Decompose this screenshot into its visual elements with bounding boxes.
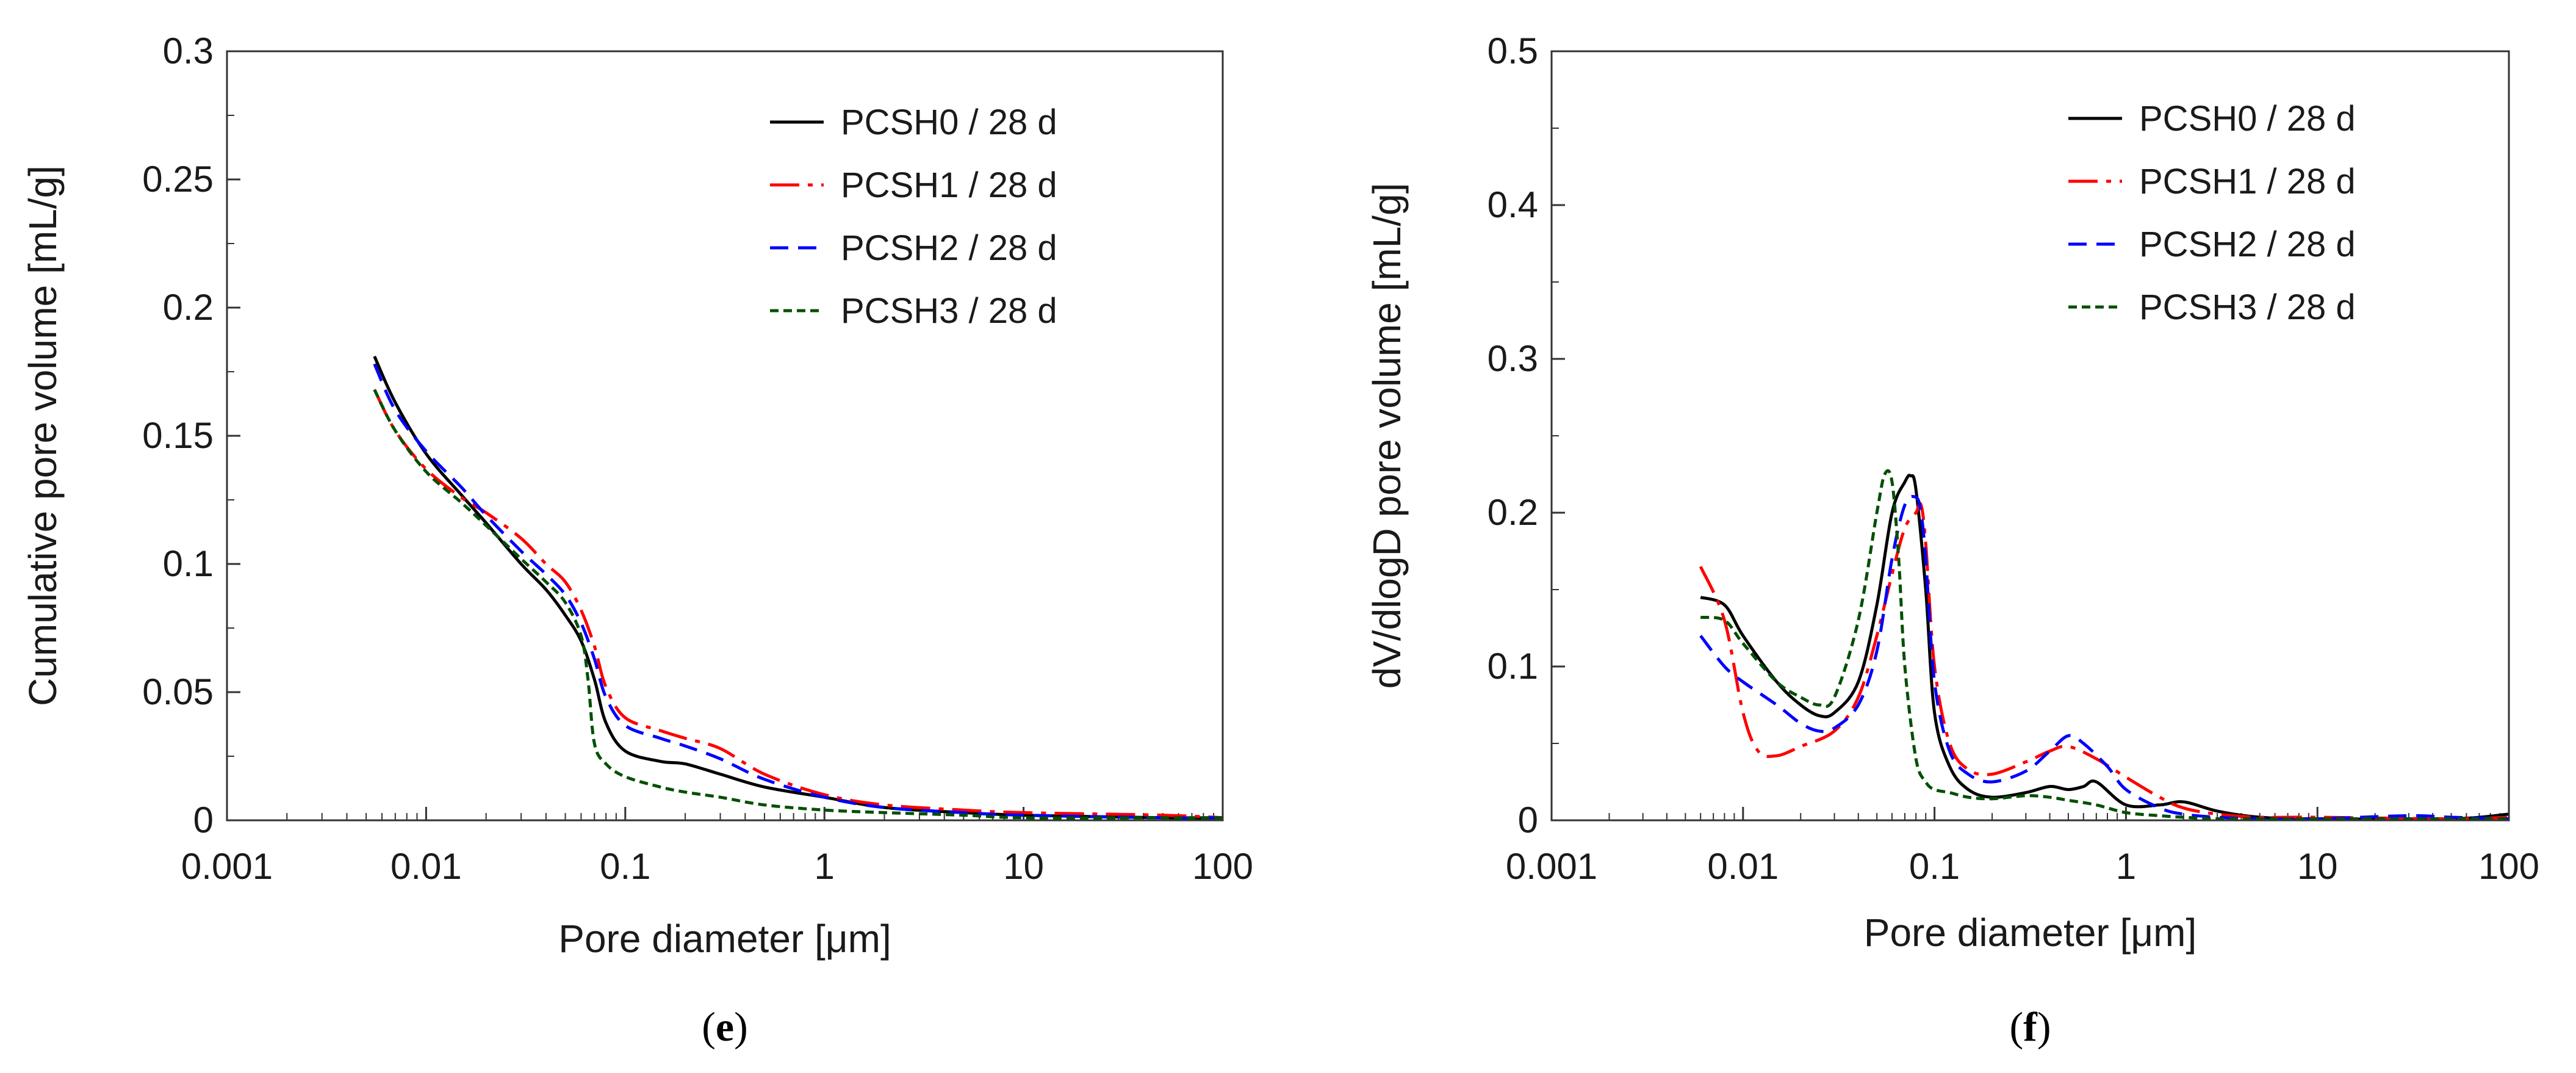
panel-e-series xyxy=(373,355,1223,820)
panel-e-y-tick-label: 0 xyxy=(193,800,214,840)
panel-f-x-tick-label: 10 xyxy=(2297,846,2338,887)
panel-e-x-tick-label: 0.1 xyxy=(600,846,650,887)
panel-e-ticks xyxy=(226,50,1224,822)
panel-e-tick-labels: 0.001 0.01 0.1 1 10 100 0 0.05 0.1 0.15 0.2 0.25 0.3 xyxy=(142,31,1253,887)
panel-e-x-tick-label: 1 xyxy=(815,846,835,887)
panel-e-x-axis-title: Pore diameter [μm] xyxy=(558,917,891,961)
panel-f-y-tick-label: 0 xyxy=(1518,800,1538,840)
panel-f-tick-labels: 0.001 0.01 0.1 1 10 100 0 0.1 0.2 0.3 0.4 0.5 xyxy=(1488,31,2539,887)
panel-f-series xyxy=(1699,469,2509,821)
panel-e-x-tick-label: 100 xyxy=(1192,846,1253,887)
panel-e-x-tick-label: 0.001 xyxy=(181,846,273,887)
panel-e-x-tick-label: 0.01 xyxy=(390,846,462,887)
panel-f-caption: (f) xyxy=(2010,1003,2051,1050)
panel-f-x-tick-label: 0.1 xyxy=(1909,846,1960,887)
panel-f-y-tick-label: 0.1 xyxy=(1488,646,1538,687)
panel-e-y-tick-label: 0.05 xyxy=(142,671,214,712)
panel-f-legend-label-2: PCSH2 / 28 d xyxy=(2139,225,2356,264)
panel-e-series-line-3 xyxy=(373,389,1223,820)
panel-f-legend-label-3: PCSH3 / 28 d xyxy=(2139,287,2356,327)
panel-f-y-tick-label: 0.5 xyxy=(1488,31,1538,71)
panel-f-x-tick-label: 0.001 xyxy=(1506,846,1597,887)
panel-e-y-tick-label: 0.15 xyxy=(142,415,214,456)
panel-f-plot-frame xyxy=(1550,50,2510,822)
panel-e-legend-label-1: PCSH1 / 28 d xyxy=(841,165,1057,205)
panel-f-series-line-3 xyxy=(1700,469,2509,821)
panel-f-ticks xyxy=(1550,50,2510,822)
chart-panel-f: 0.001 0.01 0.1 1 10 100 0 0.1 0.2 0.3 0.4 0.5 PCSH0… xyxy=(1365,31,2539,1050)
panel-e-y-tick-label: 0.25 xyxy=(142,159,214,200)
panel-e-y-tick-label: 0.2 xyxy=(163,287,214,328)
panel-e-plot-frame xyxy=(226,50,1224,822)
panel-f-x-axis-title: Pore diameter [μm] xyxy=(1864,911,2197,955)
panel-e-y-tick-label: 0.3 xyxy=(163,31,214,71)
panel-e-y-axis-title: Cumulative pore volume [mL/g] xyxy=(21,165,65,706)
panel-f-x-tick-label: 0.01 xyxy=(1707,846,1779,887)
panel-f-x-tick-label: 1 xyxy=(2116,846,2136,887)
chart-panel-e: 0.001 0.01 0.1 1 10 100 0 0.05 0.1 0.15 0.2 0.25 0.3… xyxy=(21,31,1253,1050)
panel-e-legend: PCSH0 / 28 d PCSH1 / 28 d PCSH2 / 28 d PCSH… xyxy=(770,103,1057,331)
panel-f-legend: PCSH0 / 28 d PCSH1 / 28 d PCSH2 / 28 d PCSH… xyxy=(2068,99,2356,327)
panel-e-legend-label-3: PCSH3 / 28 d xyxy=(841,291,1057,331)
panel-f-y-tick-label: 0.3 xyxy=(1488,338,1538,379)
panel-f-legend-label-1: PCSH1 / 28 d xyxy=(2139,162,2356,201)
panel-f-series-line-2 xyxy=(1699,494,2509,821)
panel-e-caption: (e) xyxy=(702,1003,748,1050)
panel-f-y-tick-label: 0.4 xyxy=(1488,184,1538,225)
panel-e-x-tick-label: 10 xyxy=(1003,846,1044,887)
panel-f-series-line-1 xyxy=(1699,502,2509,820)
panel-f-y-axis-title: dV/dlogD pore volume [mL/g] xyxy=(1365,183,1409,689)
panel-f-legend-label-0: PCSH0 / 28 d xyxy=(2139,99,2356,139)
panel-e-legend-label-0: PCSH0 / 28 d xyxy=(841,103,1057,142)
panel-f-series-line-0 xyxy=(1700,474,2509,821)
panel-e-series-line-2 xyxy=(373,363,1223,820)
panel-e-series-line-1 xyxy=(373,389,1223,820)
panel-e-y-tick-label: 0.1 xyxy=(163,543,214,584)
panel-e-legend-label-2: PCSH2 / 28 d xyxy=(841,228,1057,268)
panel-f-y-tick-label: 0.2 xyxy=(1488,492,1538,533)
panel-e-series-line-0 xyxy=(373,355,1223,820)
panel-f-x-tick-label: 100 xyxy=(2478,846,2539,887)
